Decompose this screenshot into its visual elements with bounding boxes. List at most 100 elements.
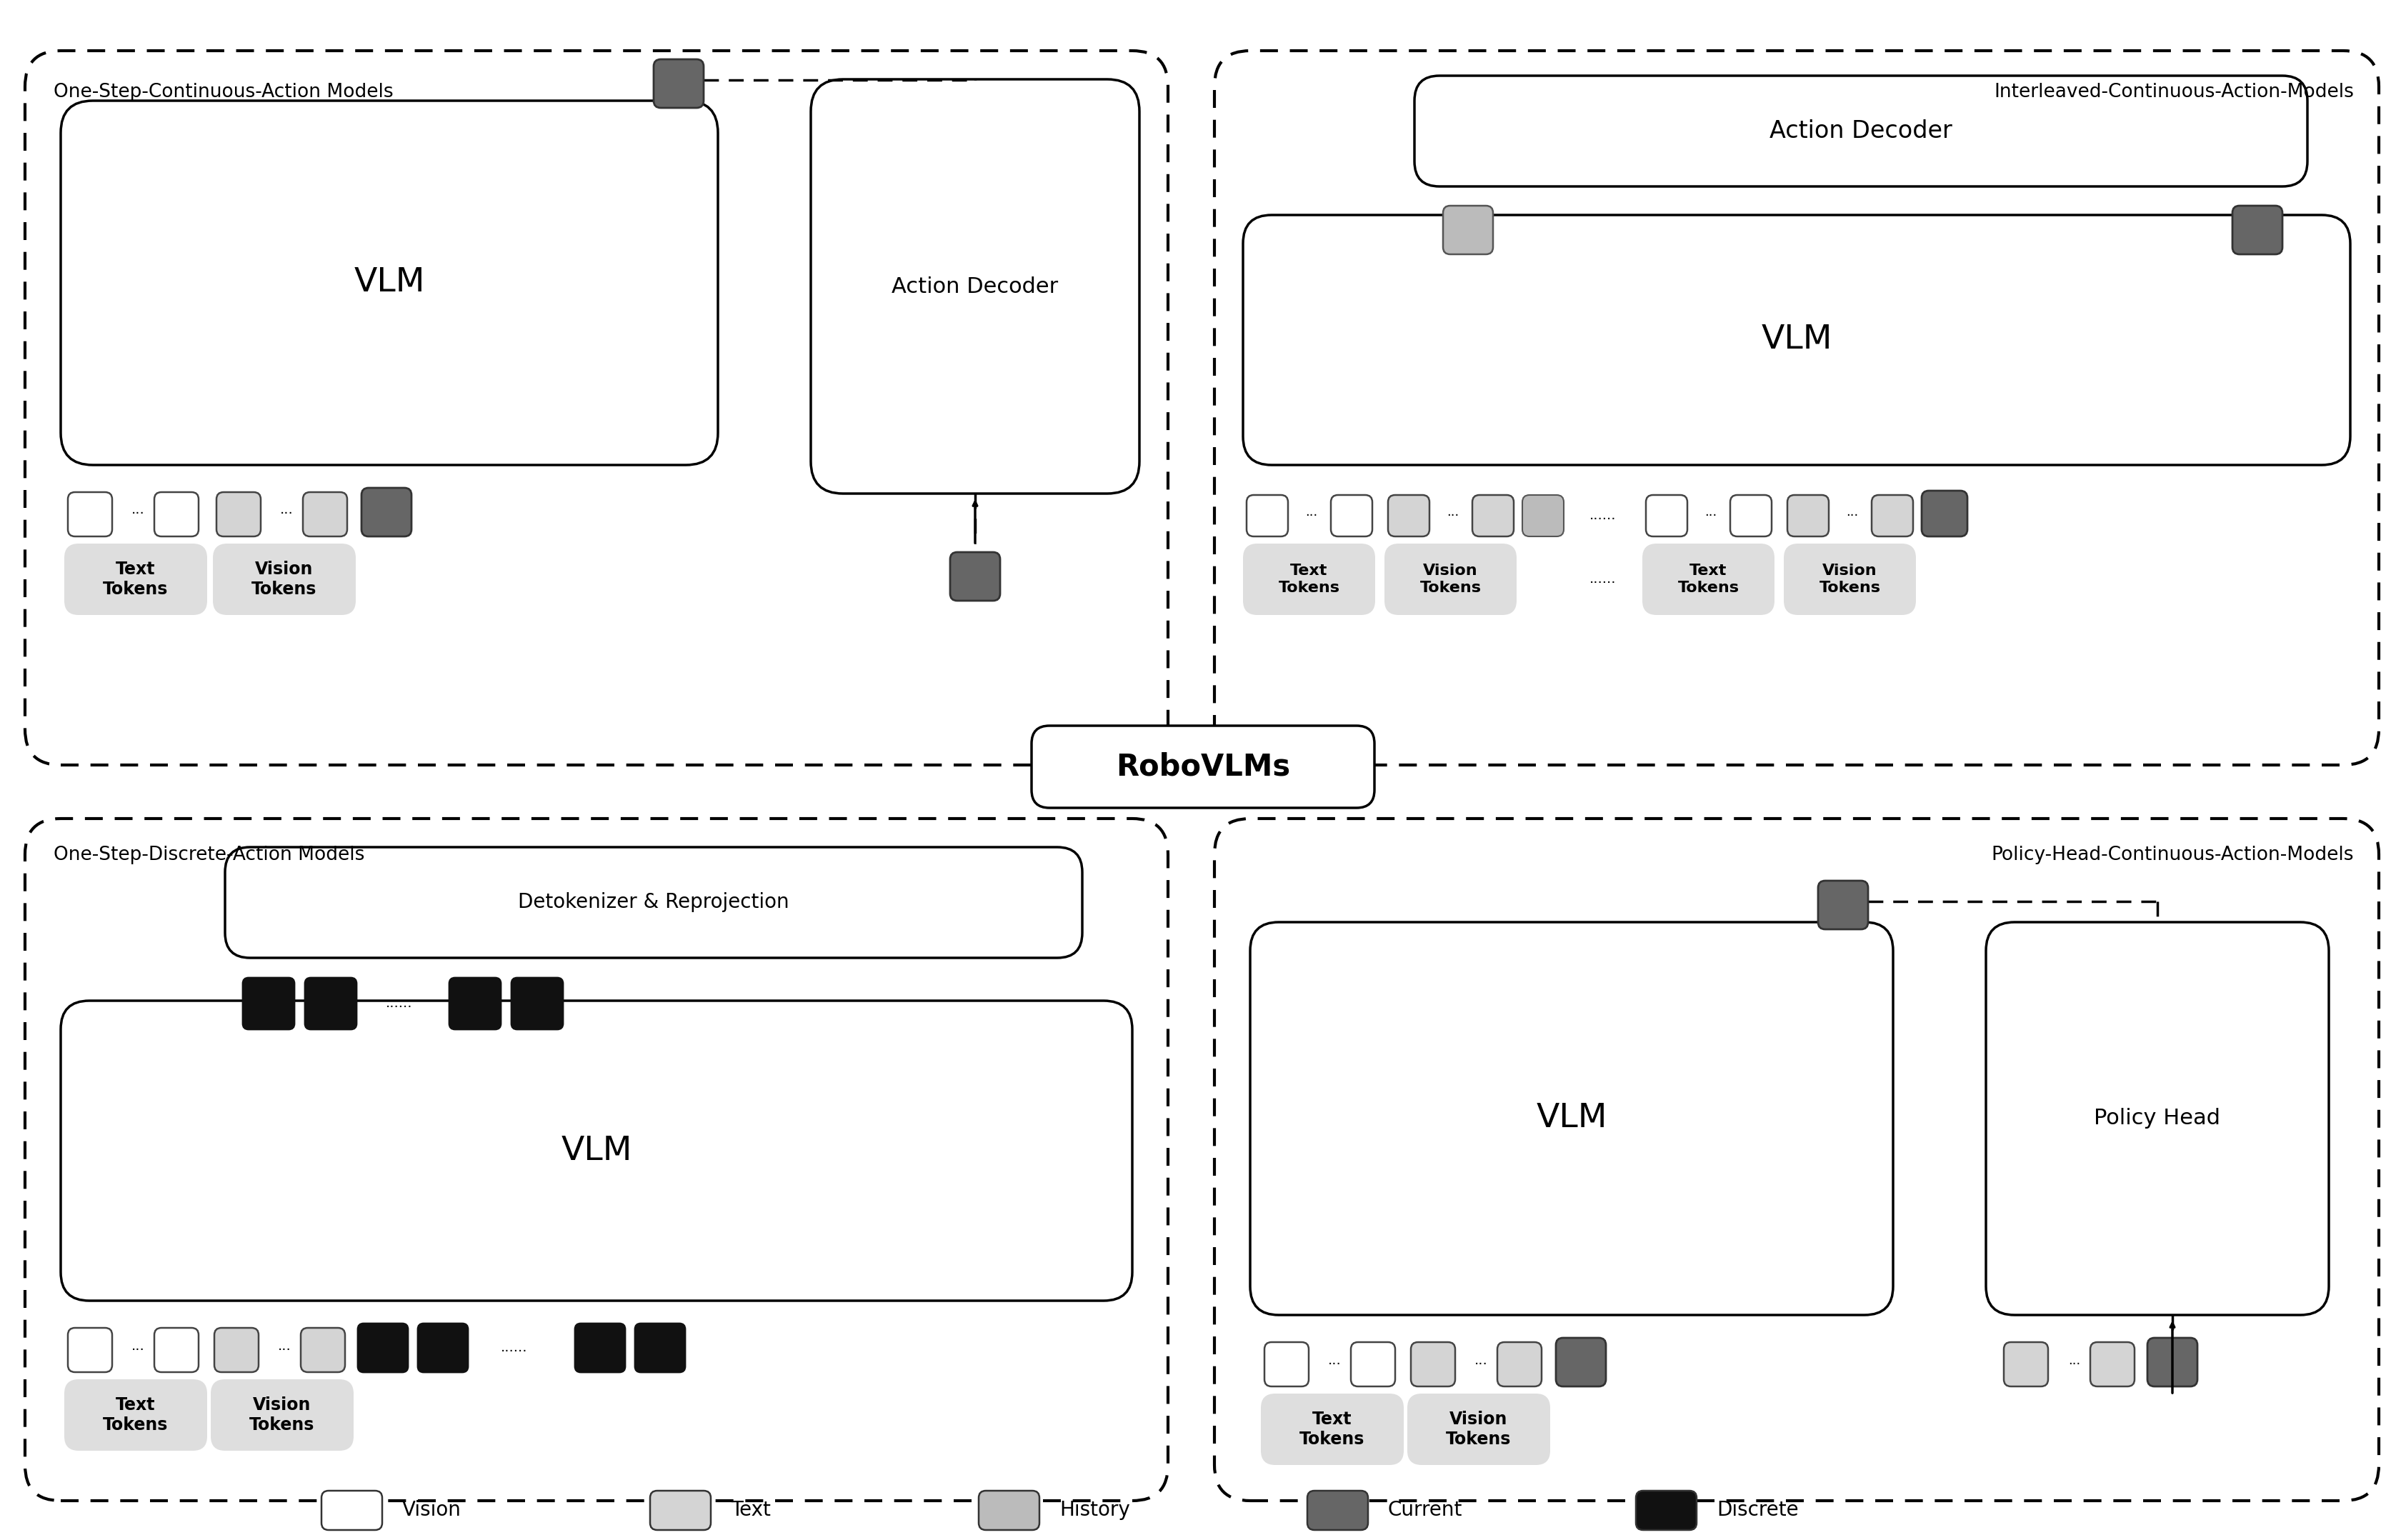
FancyBboxPatch shape <box>635 1323 686 1372</box>
FancyBboxPatch shape <box>212 1380 354 1451</box>
Text: Interleaved-Continuous-Action-Models: Interleaved-Continuous-Action-Models <box>1995 83 2353 102</box>
FancyBboxPatch shape <box>60 1001 1133 1301</box>
FancyBboxPatch shape <box>217 493 260 536</box>
FancyBboxPatch shape <box>1985 922 2329 1315</box>
Text: Text
Tokens: Text Tokens <box>103 1397 168 1434</box>
FancyBboxPatch shape <box>1819 881 1867 929</box>
FancyBboxPatch shape <box>575 1323 626 1372</box>
FancyBboxPatch shape <box>1410 1343 1456 1386</box>
Text: ......: ...... <box>1590 508 1617 522</box>
FancyBboxPatch shape <box>1246 494 1287 536</box>
Text: Discrete: Discrete <box>1715 1500 1800 1520</box>
FancyBboxPatch shape <box>2233 206 2283 254</box>
Text: ···: ··· <box>1475 1357 1487 1371</box>
FancyBboxPatch shape <box>1523 494 1564 536</box>
FancyBboxPatch shape <box>1383 544 1516 614</box>
FancyBboxPatch shape <box>154 1327 200 1372</box>
Text: Text
Tokens: Text Tokens <box>103 561 168 598</box>
FancyBboxPatch shape <box>1350 1343 1395 1386</box>
FancyBboxPatch shape <box>226 847 1083 958</box>
FancyBboxPatch shape <box>1497 1343 1542 1386</box>
FancyBboxPatch shape <box>1472 494 1513 536</box>
Text: Current: Current <box>1388 1500 1463 1520</box>
FancyBboxPatch shape <box>243 978 294 1029</box>
Text: ···: ··· <box>1706 510 1718 522</box>
Text: Text: Text <box>731 1500 770 1520</box>
Text: One-Step-Discrete-Action Models: One-Step-Discrete-Action Models <box>53 845 366 864</box>
Text: ···: ··· <box>132 508 144 521</box>
FancyBboxPatch shape <box>306 978 356 1029</box>
Text: Vision
Tokens: Vision Tokens <box>250 1397 315 1434</box>
Text: ......: ...... <box>500 1341 527 1355</box>
Text: One-Step-Continuous-Action Models: One-Step-Continuous-Action Models <box>53 83 392 102</box>
Text: History: History <box>1059 1500 1131 1520</box>
FancyBboxPatch shape <box>65 1380 207 1451</box>
FancyBboxPatch shape <box>60 100 717 465</box>
Text: RoboVLMs: RoboVLMs <box>1116 752 1290 782</box>
FancyBboxPatch shape <box>811 79 1140 494</box>
Text: Text
Tokens: Text Tokens <box>1299 1411 1364 1448</box>
FancyBboxPatch shape <box>67 1327 113 1372</box>
FancyBboxPatch shape <box>979 1491 1039 1531</box>
FancyBboxPatch shape <box>214 1327 257 1372</box>
FancyBboxPatch shape <box>650 1491 710 1531</box>
Text: VLM: VLM <box>561 1135 633 1167</box>
Text: ......: ...... <box>385 996 414 1010</box>
FancyBboxPatch shape <box>2004 1343 2048 1386</box>
Text: Vision: Vision <box>402 1500 462 1520</box>
FancyBboxPatch shape <box>1244 544 1376 614</box>
FancyBboxPatch shape <box>2149 1338 2197 1386</box>
Text: Action Decoder: Action Decoder <box>893 276 1059 297</box>
FancyBboxPatch shape <box>1557 1338 1605 1386</box>
Text: ···: ··· <box>2069 1358 2081 1371</box>
FancyBboxPatch shape <box>301 1327 344 1372</box>
FancyBboxPatch shape <box>1266 1343 1309 1386</box>
Text: ......: ...... <box>1590 573 1617 587</box>
FancyBboxPatch shape <box>1783 544 1915 614</box>
Text: Vision
Tokens: Vision Tokens <box>253 561 318 598</box>
FancyBboxPatch shape <box>1730 494 1771 536</box>
Text: ···: ··· <box>132 1343 144 1357</box>
FancyBboxPatch shape <box>1646 494 1687 536</box>
FancyBboxPatch shape <box>450 978 500 1029</box>
Text: Action Decoder: Action Decoder <box>1768 119 1951 143</box>
FancyBboxPatch shape <box>1251 922 1894 1315</box>
FancyBboxPatch shape <box>1331 494 1371 536</box>
Text: Vision
Tokens: Vision Tokens <box>1819 564 1881 594</box>
Text: Text
Tokens: Text Tokens <box>1677 564 1740 594</box>
FancyBboxPatch shape <box>1788 494 1829 536</box>
FancyBboxPatch shape <box>303 493 346 536</box>
Text: Policy-Head-Continuous-Action-Models: Policy-Head-Continuous-Action-Models <box>1992 845 2353 864</box>
Text: ···: ··· <box>279 508 294 521</box>
FancyBboxPatch shape <box>212 544 356 614</box>
FancyBboxPatch shape <box>1306 1491 1369 1531</box>
FancyBboxPatch shape <box>361 488 411 536</box>
FancyBboxPatch shape <box>1415 75 2307 186</box>
FancyBboxPatch shape <box>322 1491 383 1531</box>
FancyBboxPatch shape <box>1636 1491 1696 1531</box>
FancyBboxPatch shape <box>1408 1394 1549 1465</box>
FancyBboxPatch shape <box>154 493 200 536</box>
FancyBboxPatch shape <box>2091 1343 2134 1386</box>
Text: VLM: VLM <box>354 266 426 299</box>
Text: ···: ··· <box>1845 510 1857 522</box>
FancyBboxPatch shape <box>419 1323 467 1372</box>
Text: Text
Tokens: Text Tokens <box>1278 564 1340 594</box>
FancyBboxPatch shape <box>1444 206 1494 254</box>
FancyBboxPatch shape <box>1261 1394 1403 1465</box>
FancyBboxPatch shape <box>1922 491 1968 536</box>
FancyBboxPatch shape <box>1244 216 2351 465</box>
Text: ···: ··· <box>279 1343 291 1357</box>
Text: VLM: VLM <box>1535 1103 1607 1135</box>
Text: Vision
Tokens: Vision Tokens <box>1446 1411 1511 1448</box>
Text: ···: ··· <box>1328 1357 1343 1371</box>
Text: Policy Head: Policy Head <box>2093 1109 2221 1129</box>
FancyBboxPatch shape <box>358 1323 409 1372</box>
FancyBboxPatch shape <box>1643 544 1776 614</box>
FancyBboxPatch shape <box>950 553 1001 601</box>
FancyBboxPatch shape <box>67 493 113 536</box>
Text: VLM: VLM <box>1761 323 1833 356</box>
FancyBboxPatch shape <box>1872 494 1913 536</box>
FancyBboxPatch shape <box>512 978 563 1029</box>
Text: ···: ··· <box>1306 510 1318 522</box>
